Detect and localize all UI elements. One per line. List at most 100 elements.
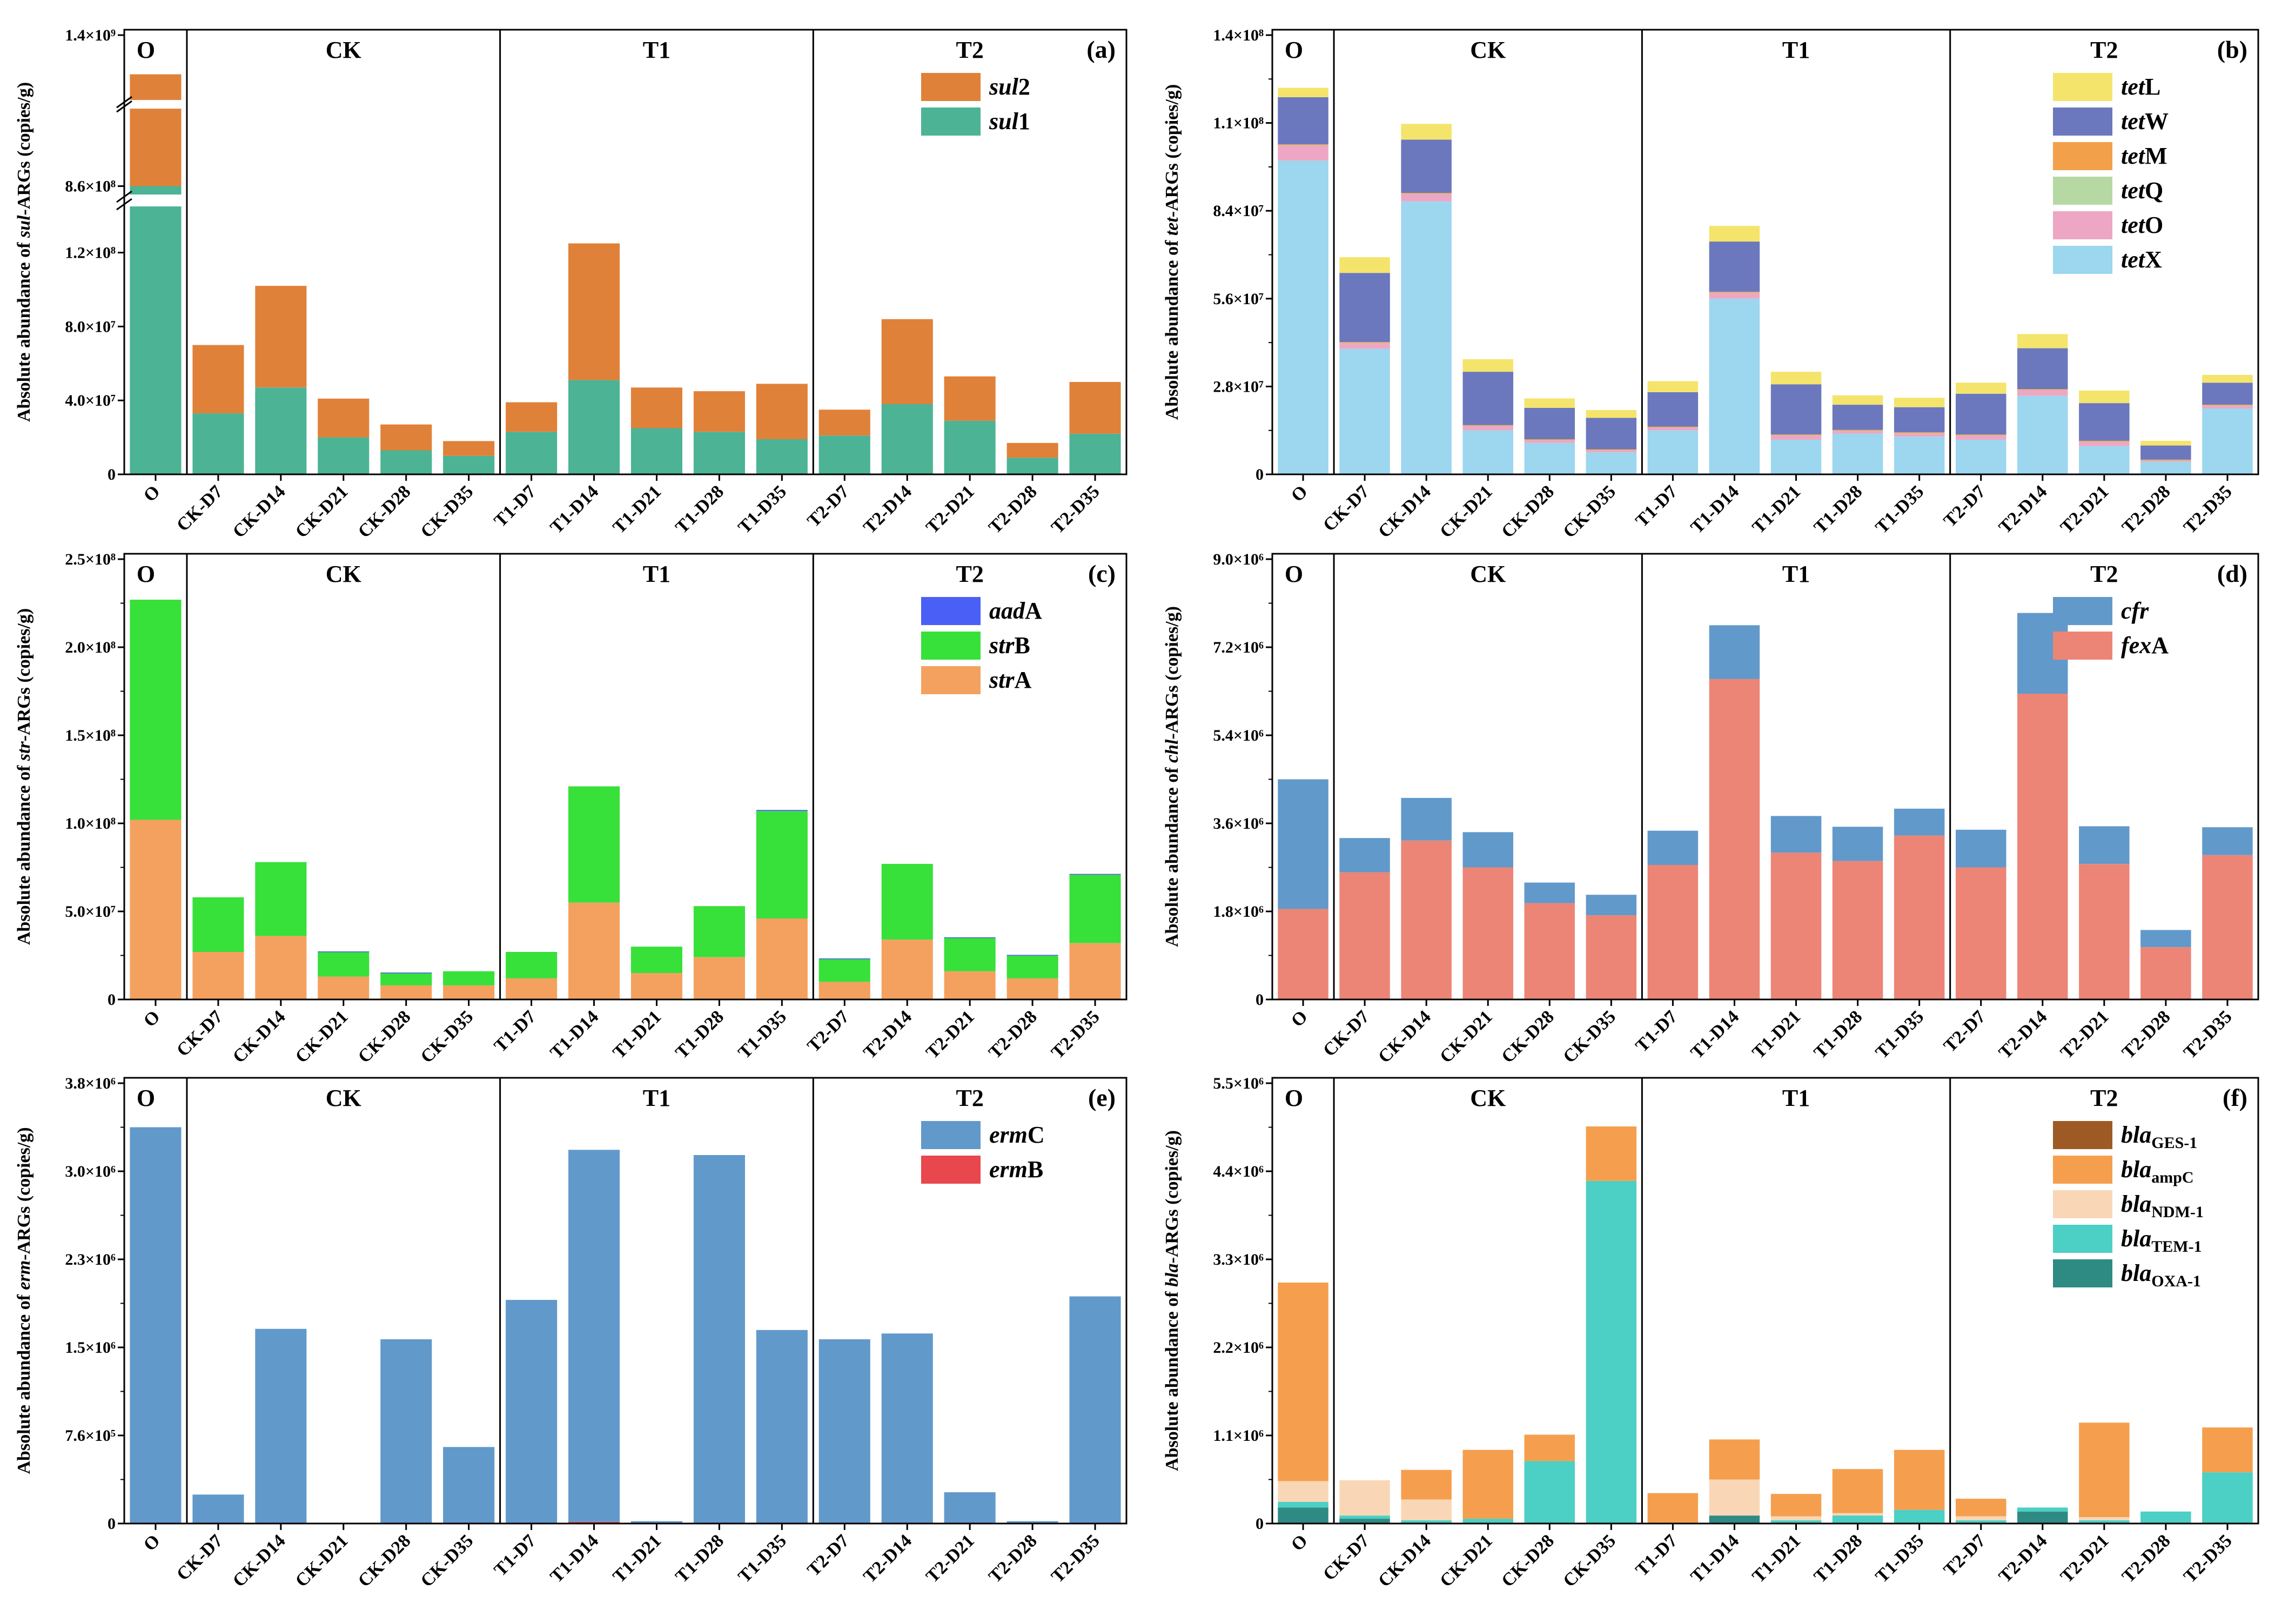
x-tick-label: CK-D28 <box>1498 1531 1558 1591</box>
bar-tetO-CK-D28 <box>1524 440 1575 443</box>
legend-label-cfr: cfr <box>2121 598 2149 624</box>
x-tick-label: T2-D28 <box>985 1531 1041 1587</box>
group-label-O: O <box>137 1085 155 1111</box>
bar-sul2-T2-D21 <box>944 376 996 421</box>
bar-fexA-T2-D7 <box>1956 867 2006 999</box>
bar-strB-CK-D35 <box>443 971 495 985</box>
x-tick-label: CK-D35 <box>417 481 478 542</box>
bar-cfr-T2-D7 <box>1956 829 2006 868</box>
bar-cfr-CK-D35 <box>1586 895 1637 916</box>
bar-tetM-CK-D7 <box>1339 341 1390 343</box>
x-tick-label: CK-D14 <box>1374 1006 1435 1067</box>
bar-strB-T2-D21 <box>944 937 996 971</box>
group-label-T1: T1 <box>643 1085 670 1111</box>
bar-aadA-T2-D28 <box>1006 955 1058 956</box>
bar-tetL-T2-D28 <box>2140 440 2191 446</box>
bar-tetW-T1-D14 <box>1709 241 1760 292</box>
x-tick-label: T1-D35 <box>734 481 790 538</box>
bar-strB-CK-D28 <box>380 973 432 985</box>
x-tick-label: T1-D35 <box>734 1531 790 1587</box>
bar-sul2-T2-D35 <box>1069 382 1121 434</box>
bar-blaNDM-1-T2-D7 <box>1956 1516 2006 1521</box>
legend-label-sul1: sul1 <box>989 108 1030 135</box>
legend: tetL tetW tetM tetQ tetO tetX <box>2053 73 2169 274</box>
x-tick-label: CK-D21 <box>1436 481 1496 542</box>
plot-frame <box>1271 29 2259 475</box>
y-axis-label: Absolute abundance of str-ARGs (copies/g… <box>14 608 34 945</box>
bar-ermC-T1-D21 <box>630 1521 682 1524</box>
y-tick-label: 2.3×10⁶ <box>65 1251 116 1269</box>
y-axis-label: Absolute abundance of bla-ARGs (copies/g… <box>1162 1130 1182 1471</box>
bar-aadA-T2-D7 <box>818 958 870 959</box>
bar-tetO-CK-D21 <box>1462 426 1513 431</box>
bar-ermC-T1-D14 <box>568 1150 620 1522</box>
x-tick-label: T1-D7 <box>491 1531 540 1580</box>
x-tick-label: T1-D14 <box>1687 1006 1743 1063</box>
bar-tetM-T2-D21 <box>2079 440 2130 442</box>
legend-label-ermC: ermC <box>989 1122 1045 1148</box>
bar-blaOXA-1-O <box>1278 1507 1328 1524</box>
y-tick-label: 1.8×10⁶ <box>1213 903 1264 921</box>
bar-tetM-O <box>1278 144 1328 145</box>
y-tick-label: 1.5×10⁸ <box>65 727 116 744</box>
y-tick-label: 1.4×10⁸ <box>1213 26 1264 44</box>
x-tick-label: T2-D14 <box>1995 1531 2051 1587</box>
x-tick-label: CK-D28 <box>354 481 415 542</box>
x-tick-label: CK-D21 <box>292 1006 352 1067</box>
legend-label-blaNDM-1: blaNDM-1 <box>2121 1191 2204 1221</box>
bar-tetM-CK-D14 <box>1401 193 1452 194</box>
x-tick-label: T2-D35 <box>1048 1531 1104 1587</box>
bar-tetL-T1-D35 <box>1894 398 1945 407</box>
bar-fexA-T2-D14 <box>2017 694 2068 999</box>
bar-tetX-T1-D21 <box>1770 440 1822 474</box>
bar-blaOXA-1-T1-D14 <box>1709 1515 1760 1524</box>
bar-strB-T2-D28 <box>1006 955 1058 978</box>
legend: cfr fexA <box>2053 597 2169 660</box>
bar-blaampC-O <box>1278 1283 1328 1481</box>
x-tick-label: CK-D7 <box>1319 1531 1373 1585</box>
x-tick-label: T2-D35 <box>1048 1006 1104 1063</box>
bar-tetO-T2-D21 <box>2079 441 2130 446</box>
bar-ermC-O <box>130 1127 182 1524</box>
legend-swatch-strA <box>921 666 981 694</box>
group-label-T1: T1 <box>1782 1085 1810 1111</box>
y-tick-label: 9.0×10⁶ <box>1213 551 1264 568</box>
bar-strA-T2-D14 <box>881 939 933 999</box>
bar-tetW-T2-D7 <box>1956 393 2006 435</box>
bar-strB-T1-D7 <box>506 952 558 978</box>
legend: blaGES-1 blaampC blaNDM-1 blaTEM-1 blaOXA-1 <box>2053 1121 2204 1290</box>
group-label-T1: T1 <box>643 561 670 587</box>
bar-tetX-CK-D21 <box>1462 430 1513 474</box>
bar-sul2-CK-D28 <box>380 424 432 451</box>
bar-tetL-CK-D35 <box>1586 410 1637 418</box>
x-tick-label: T1-D21 <box>1749 1531 1805 1587</box>
y-tick-label: 2.8×10⁷ <box>1213 378 1264 395</box>
legend-label-blaOXA-1: blaOXA-1 <box>2121 1260 2201 1290</box>
bar-strA-T2-D28 <box>1006 978 1058 999</box>
plot-frame <box>123 553 1128 1001</box>
bar-sul1-CK-D35 <box>443 455 495 474</box>
y-axis-label: Absolute abundance of sul-ARGs (copies/g… <box>14 82 34 422</box>
bar-strB-T1-D35 <box>756 811 808 919</box>
x-tick-label: CK-D35 <box>417 1006 478 1067</box>
bar-strB-T1-D14 <box>568 786 620 903</box>
x-tick-label: CK-D21 <box>292 481 352 542</box>
x-tick-label: T1-D28 <box>1810 1531 1867 1587</box>
y-tick-label: 3.3×10⁶ <box>1213 1251 1264 1269</box>
y-axis-label: Absolute abundance of chl-ARGs (copies/g… <box>1162 606 1182 947</box>
bar-ermC-T1-D28 <box>693 1155 745 1524</box>
bar-ermC-CK-D14 <box>255 1328 307 1524</box>
y-tick-label: 1.1×10⁸ <box>1213 115 1264 132</box>
bar-tetW-T2-D14 <box>2017 348 2068 390</box>
bar-sul1-T1-D35 <box>756 439 808 474</box>
bar-sul1-CK-D14 <box>255 387 307 474</box>
bar-cfr-CK-D28 <box>1524 882 1575 903</box>
bar-blaNDM-1-CK-D7 <box>1339 1480 1390 1516</box>
bar-blaTEM-1-CK-D28 <box>1524 1461 1575 1524</box>
y-tick-label: 0 <box>1256 1515 1264 1533</box>
bar-blaampC-T1-D28 <box>1832 1469 1883 1513</box>
legend-swatch-aadA <box>921 597 981 625</box>
bar-strA-T2-D21 <box>944 971 996 999</box>
group-label-T2: T2 <box>956 1085 983 1111</box>
bar-tetO-T1-D7 <box>1647 427 1699 431</box>
